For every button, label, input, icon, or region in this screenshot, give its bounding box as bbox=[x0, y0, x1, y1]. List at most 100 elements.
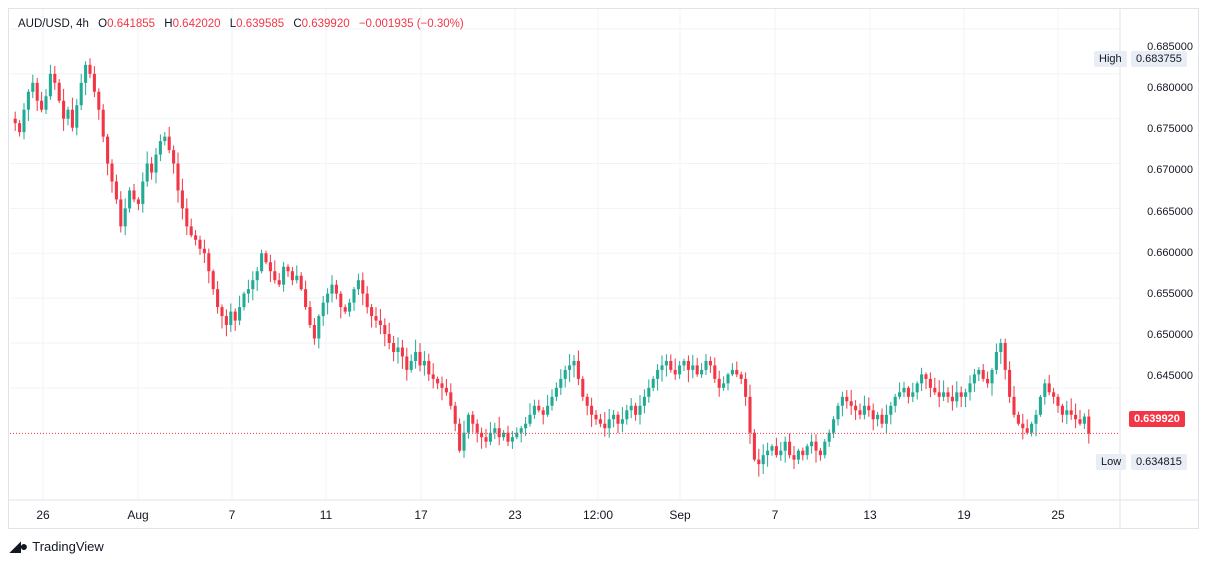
candle-body bbox=[383, 325, 387, 335]
candle-body bbox=[752, 432, 756, 460]
candle-body bbox=[854, 405, 858, 411]
candle-body bbox=[150, 163, 154, 173]
candle-body bbox=[374, 316, 378, 321]
candle-body bbox=[1074, 414, 1078, 420]
candle-body bbox=[422, 360, 426, 366]
candle-body bbox=[986, 378, 990, 384]
candle-body bbox=[946, 392, 950, 397]
candle-body bbox=[308, 307, 312, 326]
candle-body bbox=[167, 136, 171, 151]
candle-body bbox=[1056, 396, 1060, 406]
time-tick: 7 bbox=[772, 508, 779, 522]
candle-body bbox=[546, 405, 550, 415]
candle-body bbox=[361, 280, 365, 294]
candle-body bbox=[431, 374, 435, 379]
candle-body bbox=[317, 316, 321, 339]
candle-body bbox=[132, 190, 136, 200]
candle-body bbox=[185, 208, 189, 227]
candle-body bbox=[75, 105, 79, 128]
candle-body bbox=[414, 351, 418, 361]
price-tick: 0.660000 bbox=[1147, 247, 1193, 259]
candle-body bbox=[1052, 392, 1056, 397]
candle-body bbox=[114, 181, 118, 200]
candle-body bbox=[1034, 414, 1038, 424]
time-tick: 12:00 bbox=[583, 508, 613, 522]
candle-body bbox=[1021, 423, 1025, 429]
close-key: C bbox=[293, 18, 302, 30]
candle-body bbox=[933, 387, 937, 393]
candle-body bbox=[53, 73, 57, 83]
ohlc-legend: AUD/USD, 4h O0.641855 H0.642020 L0.63958… bbox=[18, 18, 464, 30]
candle-body bbox=[528, 414, 532, 424]
candle-body bbox=[634, 405, 638, 415]
candle-body bbox=[101, 109, 105, 137]
candle-body bbox=[145, 163, 149, 182]
candle-body bbox=[880, 414, 884, 424]
candle-body bbox=[1060, 405, 1064, 415]
candle-body bbox=[343, 307, 347, 312]
candle-body bbox=[792, 455, 796, 460]
candle-body bbox=[915, 383, 919, 393]
candle-body bbox=[515, 432, 519, 438]
candle-body bbox=[348, 302, 352, 312]
candle-body bbox=[378, 320, 382, 326]
candle-body bbox=[673, 369, 677, 375]
candle-body bbox=[198, 239, 202, 249]
candle-body bbox=[119, 199, 123, 227]
candle-body bbox=[695, 365, 699, 375]
candle-body bbox=[286, 266, 290, 272]
candle-body bbox=[964, 392, 968, 397]
candle-body bbox=[620, 419, 624, 424]
candle-body bbox=[88, 64, 92, 74]
price-tick: 0.675000 bbox=[1147, 123, 1193, 135]
candle-body bbox=[607, 419, 611, 429]
candle-body bbox=[330, 284, 334, 294]
candle-body bbox=[304, 289, 308, 308]
candle-body bbox=[141, 181, 145, 204]
candle-body bbox=[748, 396, 752, 433]
candle-body bbox=[321, 302, 325, 317]
candle-body bbox=[814, 441, 818, 451]
candle-body bbox=[638, 405, 642, 415]
candle-body bbox=[444, 387, 448, 393]
candle-body bbox=[770, 446, 774, 451]
high-marker-value: 0.683755 bbox=[1131, 51, 1187, 67]
candle-body bbox=[1030, 423, 1034, 433]
candle-body bbox=[950, 396, 954, 402]
candle-body bbox=[704, 360, 708, 370]
candle-body bbox=[70, 109, 74, 128]
candle-body bbox=[220, 307, 224, 317]
time-tick: 19 bbox=[957, 508, 971, 522]
candle-body bbox=[678, 365, 682, 375]
time-tick: 7 bbox=[229, 508, 236, 522]
candle-body bbox=[1003, 342, 1007, 370]
candle-body bbox=[942, 392, 946, 397]
candle-body bbox=[295, 275, 299, 281]
candle-body bbox=[163, 136, 167, 142]
candle-body bbox=[418, 351, 422, 366]
candle-body bbox=[559, 378, 563, 388]
tradingview-brand[interactable]: ◢● TradingView bbox=[10, 538, 104, 555]
candle-body bbox=[57, 82, 61, 101]
candle-body bbox=[128, 190, 132, 209]
candle-body bbox=[387, 334, 391, 343]
candle-body bbox=[563, 369, 567, 379]
candle-body bbox=[13, 118, 17, 124]
candle-body bbox=[497, 428, 501, 438]
candle-body bbox=[554, 387, 558, 397]
candle-body bbox=[154, 154, 158, 173]
candle-body bbox=[990, 369, 994, 384]
candle-body bbox=[449, 392, 453, 406]
candle-body bbox=[1043, 383, 1047, 397]
candle-body bbox=[550, 396, 554, 406]
candle-body bbox=[598, 419, 602, 424]
candle-body bbox=[858, 410, 862, 415]
candle-body bbox=[656, 369, 660, 379]
candle-body bbox=[876, 414, 880, 420]
candle-body bbox=[110, 163, 114, 182]
high-marker-label: High bbox=[1094, 51, 1127, 67]
time-tick: 13 bbox=[863, 508, 877, 522]
candle-body bbox=[581, 378, 585, 397]
candle-body bbox=[849, 401, 853, 406]
